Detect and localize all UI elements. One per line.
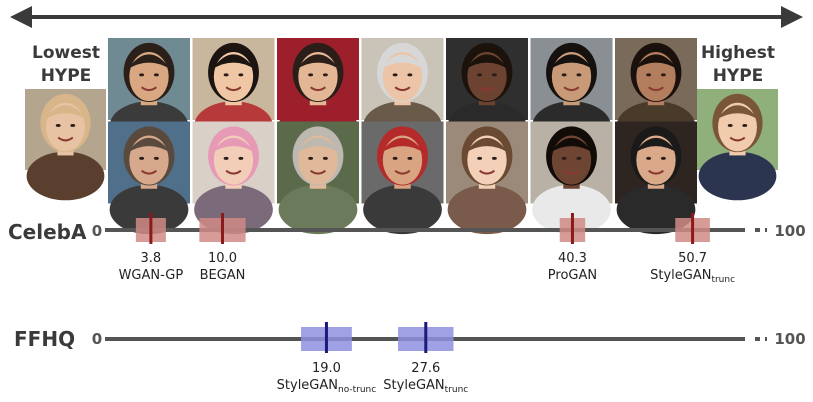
model-name-label: StyleGANtrunc bbox=[650, 268, 735, 285]
sample-face bbox=[615, 121, 697, 235]
lowest-hype-face bbox=[25, 89, 106, 201]
sample-face bbox=[361, 121, 444, 235]
model-name-label: BEGAN bbox=[200, 268, 246, 283]
sample-faces bbox=[25, 38, 778, 235]
score-value-label: 10.0 bbox=[208, 251, 237, 266]
score-value-label: 27.6 bbox=[411, 361, 440, 376]
score-value-label: 50.7 bbox=[678, 251, 707, 266]
hype-direction-arrow bbox=[10, 6, 803, 28]
highest-hype-label-line1: Highest bbox=[701, 43, 775, 63]
model-name-label: StyleGANno-trunc bbox=[277, 378, 377, 395]
model-name-label: StyleGANtrunc bbox=[383, 378, 468, 395]
score-value-label: 3.8 bbox=[141, 251, 162, 266]
sample-face bbox=[530, 121, 613, 235]
sample-face bbox=[277, 38, 359, 151]
score-value-label: 19.0 bbox=[312, 361, 341, 376]
celeba-axis-end-label: 100 bbox=[774, 222, 805, 240]
ffhq-row-label: FFHQ bbox=[14, 327, 75, 351]
model-name-label: WGAN-GP bbox=[119, 268, 184, 283]
celeba-axis-start-label: 0 bbox=[92, 222, 102, 240]
lowest-hype-label-line1: Lowest bbox=[32, 43, 100, 63]
sample-face bbox=[446, 121, 528, 235]
highest-hype-face bbox=[697, 89, 778, 201]
celeba-row-label: CelebA bbox=[8, 220, 87, 244]
highest-hype-label-line2: HYPE bbox=[713, 66, 764, 86]
sample-face bbox=[108, 121, 190, 235]
sample-face bbox=[277, 121, 359, 235]
celeba-axis: 3.8 WGAN-GP 10.0 BEGAN 40.3 ProGAN 50.7 StyleGA… bbox=[105, 213, 767, 285]
lowest-hype-label-line2: HYPE bbox=[41, 66, 92, 86]
sample-face bbox=[192, 121, 275, 235]
ffhq-axis-start-label: 0 bbox=[92, 330, 102, 348]
ffhq-axis-end-label: 100 bbox=[774, 330, 805, 348]
score-value-label: 40.3 bbox=[558, 251, 587, 266]
model-name-label: ProGAN bbox=[548, 268, 597, 283]
sample-face bbox=[615, 38, 697, 151]
ffhq-axis: 19.0 StyleGANno-trunc 27.6 StyleGANtrunc bbox=[105, 322, 767, 395]
